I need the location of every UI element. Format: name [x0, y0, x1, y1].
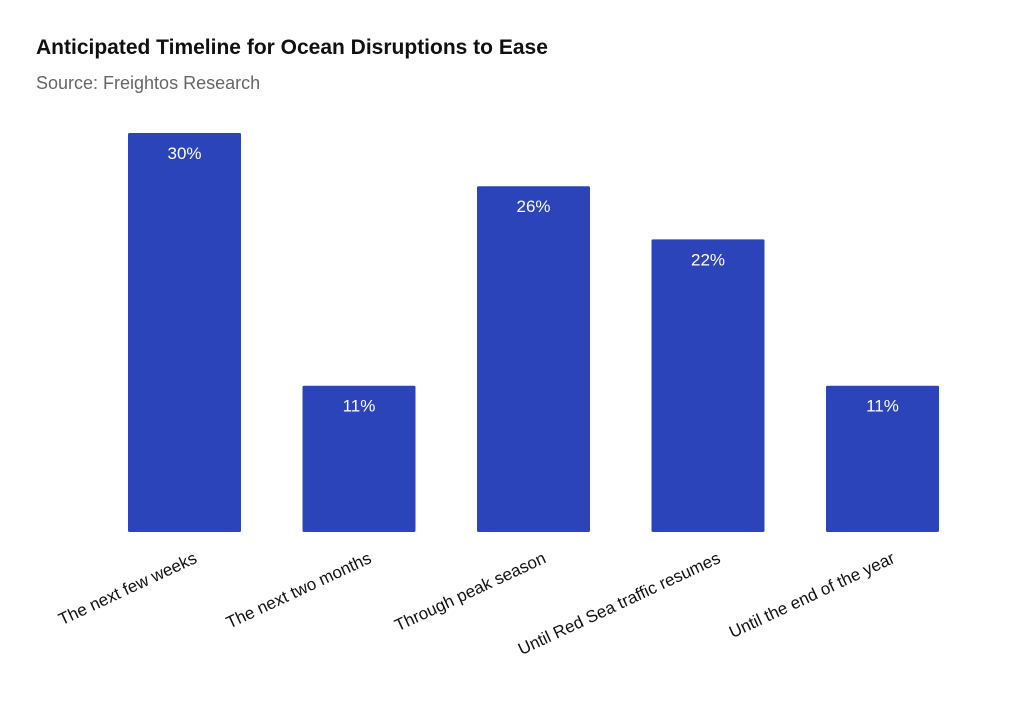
chart-title: Anticipated Timeline for Ocean Disruptio…: [36, 36, 548, 59]
x-tick-label-5: Until the end of the year: [726, 548, 898, 642]
x-tick-label-2: The next two months: [223, 548, 374, 632]
bar-3: [477, 186, 590, 532]
bar-4: [651, 239, 765, 532]
bar-5: [826, 385, 939, 532]
bar-2: [302, 385, 416, 532]
data-label-3: 26%: [516, 197, 550, 216]
x-tick-label-3: Through peak season: [392, 548, 549, 635]
x-tick-label-1: The next few weeks: [56, 548, 200, 629]
data-label-4: 22%: [691, 250, 725, 269]
data-label-2: 11%: [343, 397, 376, 416]
bar-1: [128, 133, 241, 532]
data-label-1: 30%: [167, 144, 201, 163]
chart-subtitle: Source: Freightos Research: [36, 73, 261, 93]
data-label-5: 11%: [866, 397, 899, 416]
